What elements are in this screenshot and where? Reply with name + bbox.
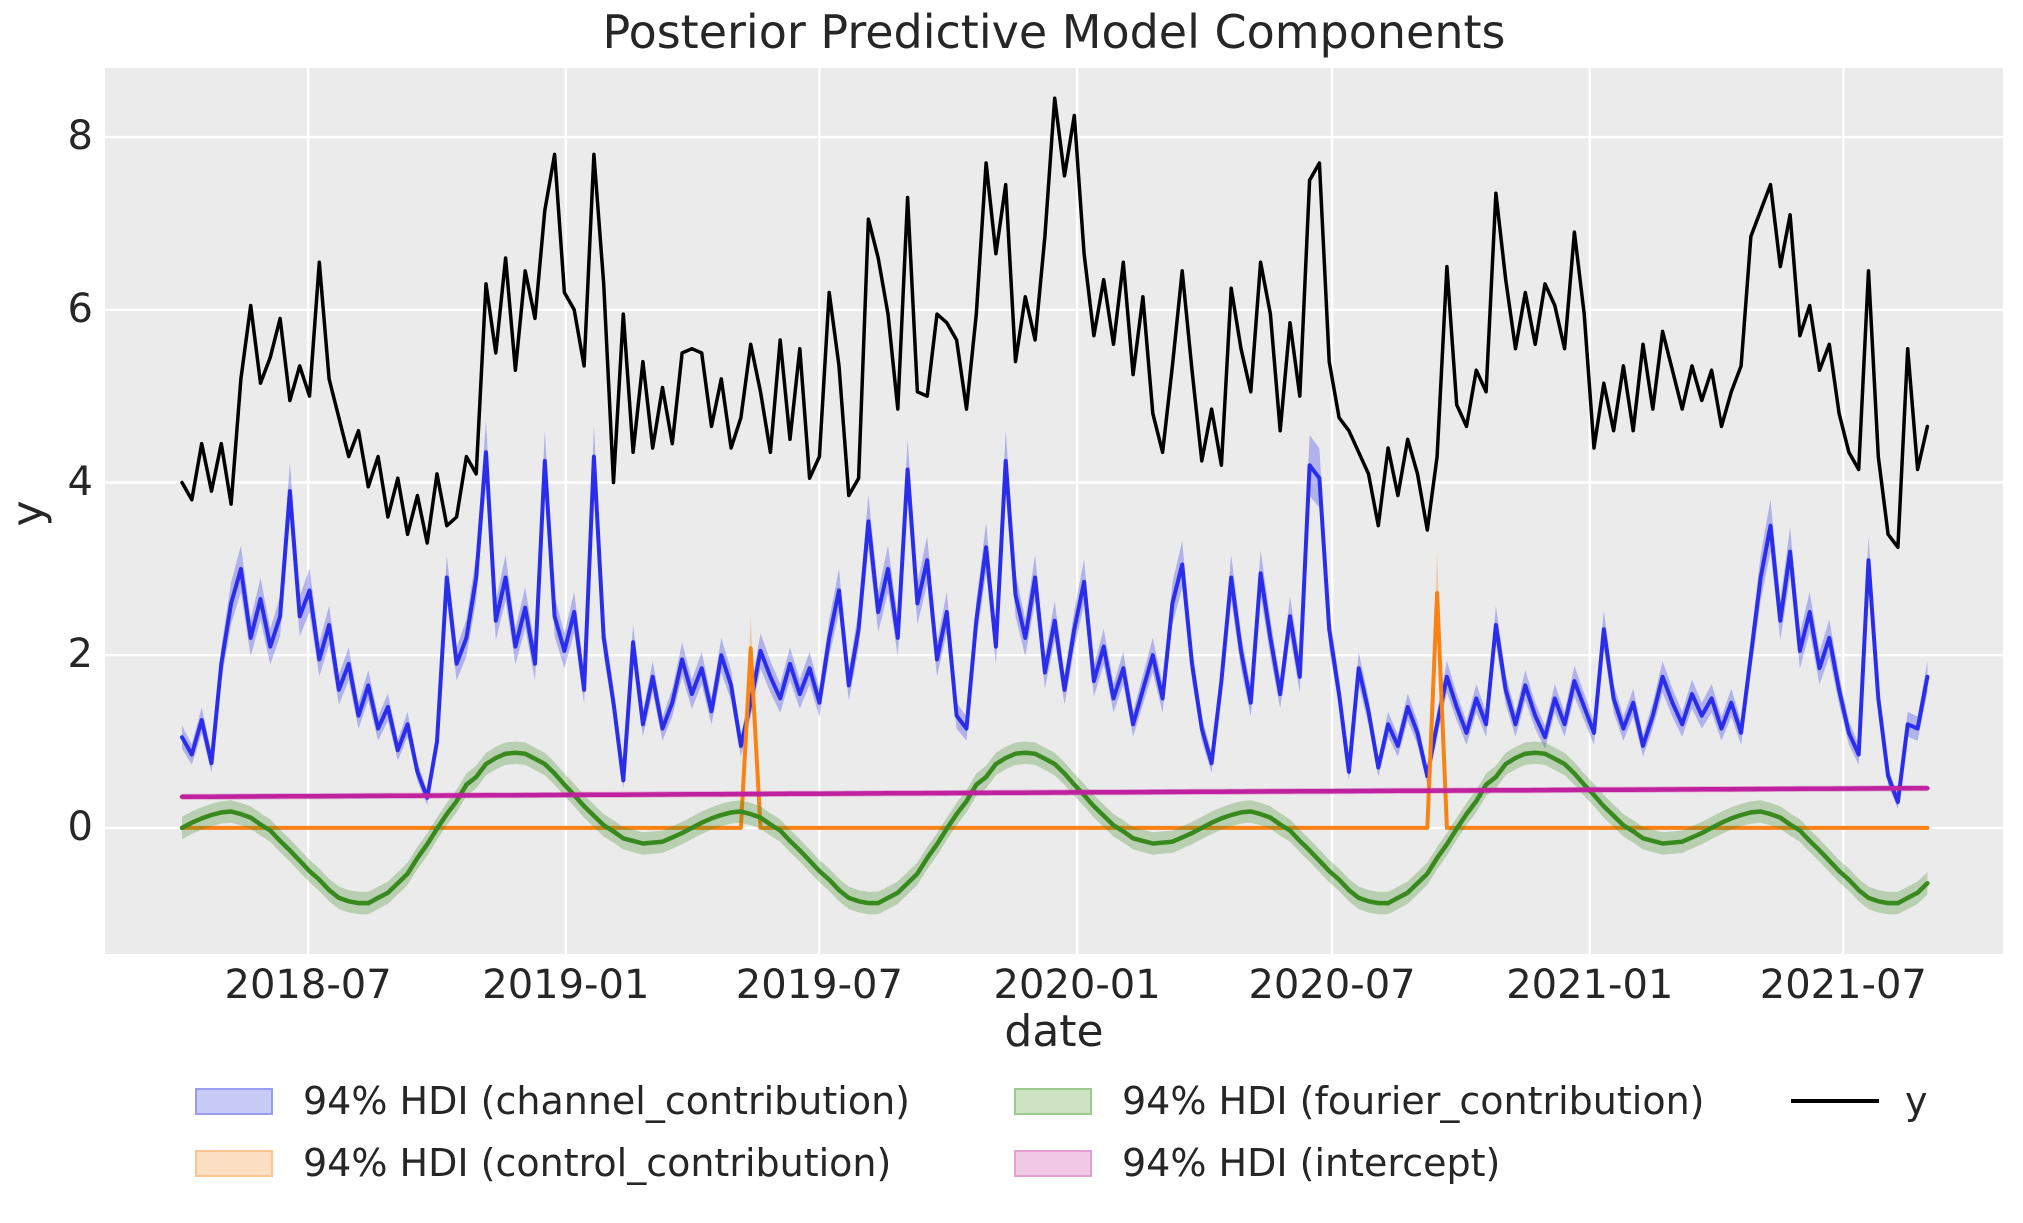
legend-swatch-control_contribution xyxy=(195,1150,273,1177)
y-tick-label: 6 xyxy=(67,285,93,332)
x-tick-label: 2019-07 xyxy=(735,962,903,1008)
chart-title: Posterior Predictive Model Components xyxy=(602,5,1506,59)
series-line-intercept xyxy=(179,785,1930,800)
y-tick-label: 0 xyxy=(67,803,93,850)
y-tick-label: 2 xyxy=(67,631,93,678)
x-tick-label: 2021-01 xyxy=(1506,962,1674,1008)
x-tick-label: 2019-01 xyxy=(482,962,650,1008)
legend-label: 94% HDI (intercept) xyxy=(1122,1141,1501,1185)
legend-swatch-fourier_contribution xyxy=(1014,1088,1092,1115)
legend-label: 94% HDI (control_contribution) xyxy=(303,1141,892,1185)
legend-label: 94% HDI (fourier_contribution) xyxy=(1122,1079,1705,1123)
x-tick-label: 2021-07 xyxy=(1759,962,1927,1008)
x-tick-label: 2020-01 xyxy=(993,962,1161,1008)
series-line-control_contribution xyxy=(180,591,1930,830)
x-tick-label: 2018-07 xyxy=(224,962,392,1008)
legend-swatch-intercept xyxy=(1014,1150,1092,1177)
y-tick-label: 8 xyxy=(67,113,93,160)
x-tick-label: 2020-07 xyxy=(1248,962,1416,1008)
legend-swatch-channel_contribution xyxy=(195,1088,273,1115)
series-line-channel_contribution xyxy=(180,450,1930,804)
series-line-y xyxy=(180,96,1930,550)
y-tick-label: 4 xyxy=(67,458,93,505)
legend-label: y xyxy=(1905,1079,1928,1123)
series-line-fourier_contribution xyxy=(179,750,1930,906)
x-axis-label: date xyxy=(1004,1006,1104,1057)
hdi-band-channel_contribution xyxy=(182,420,1928,809)
hdi-band-fourier_contribution xyxy=(182,741,1928,915)
legend-label: 94% HDI (channel_contribution) xyxy=(303,1079,910,1123)
legend-line-sample xyxy=(1791,1099,1879,1103)
